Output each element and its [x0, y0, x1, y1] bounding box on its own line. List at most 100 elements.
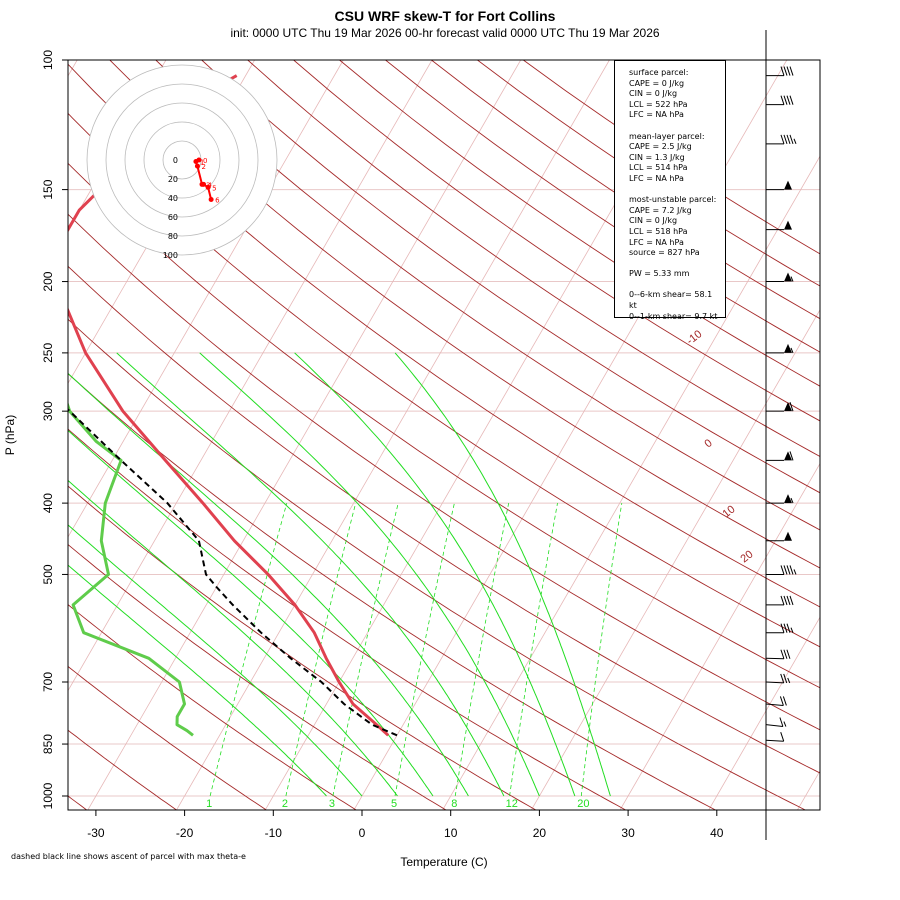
wind-barb-flag — [783, 623, 788, 633]
mixing-ratio-label: 2 — [282, 798, 288, 810]
wind-barb — [766, 134, 797, 145]
x-axis-label: Temperature (C) — [400, 855, 487, 869]
mixing-ratio-label: 1 — [206, 798, 212, 810]
chart-subtitle: init: 0000 UTC Thu 19 Mar 2026 00-hr for… — [230, 26, 659, 40]
dry-adiabat — [68, 265, 820, 774]
mean-layer-cape: CAPE = 2.5 J/kg — [629, 142, 692, 152]
wind-barb-flag — [783, 649, 788, 659]
wind-barb-flag — [786, 595, 791, 606]
y-tick-label: 200 — [41, 271, 55, 291]
plot-frame — [67, 59, 821, 811]
wind-barb — [766, 220, 792, 231]
dry-adiabat — [68, 372, 717, 810]
moist-adiabat — [68, 372, 469, 797]
y-tick-label: 700 — [41, 672, 55, 692]
dry-adiabat — [339, 60, 820, 387]
hodograph-ring-label: 100 — [163, 251, 178, 260]
wind-barb-flag — [789, 595, 794, 606]
wind-barb-flag — [786, 565, 791, 575]
mixing-ratio-line — [332, 503, 399, 797]
wind-barb-flag — [780, 623, 785, 633]
wind-barb-flag — [786, 623, 791, 633]
hodograph-point — [208, 197, 214, 203]
mean-layer-header: mean-layer parcel: — [629, 131, 705, 141]
wind-barb-flag — [786, 134, 791, 145]
y-tick-label: 500 — [41, 564, 55, 584]
wind-barb — [766, 272, 794, 283]
wind-barb-flag — [786, 649, 791, 659]
wind-barb-pennant — [784, 220, 792, 230]
wind-barb-pennant — [784, 531, 792, 541]
wind-barb-shaft — [765, 739, 784, 742]
hodograph-height-label: 6 — [215, 197, 220, 205]
isotherm-line — [442, 155, 820, 810]
isotherm-line — [619, 462, 820, 810]
x-tick-label: 0 — [359, 826, 366, 840]
wind-barb-half-flag — [793, 569, 797, 575]
wind-barb-shaft — [765, 703, 784, 706]
isotherm-label: 40 — [864, 673, 881, 690]
hodograph: 0204060801000123456 — [86, 64, 278, 260]
dry-adiabat — [68, 63, 820, 608]
dry-adiabat — [201, 60, 820, 494]
wind-barb-pennant — [784, 180, 792, 190]
wind-barb — [765, 696, 787, 706]
hodograph-height-label: 2 — [201, 163, 205, 171]
wind-barbs — [765, 30, 797, 840]
surface-parcel-header: surface parcel: — [629, 68, 689, 77]
dry-adiabat — [109, 60, 820, 569]
mixing-ratio-label: 3 — [329, 798, 335, 810]
wind-barb-flag — [789, 95, 794, 105]
surface-cape: CAPE = 0 J/kg — [629, 78, 685, 88]
y-tick-label: 100 — [41, 50, 55, 70]
wind-barb-pennant — [784, 494, 792, 504]
wind-barb-flag — [783, 673, 788, 684]
isotherm-line — [87, 60, 522, 810]
wind-barb-flag — [783, 134, 788, 145]
wind-barb-half-flag — [790, 347, 794, 354]
y-tick-label: 1000 — [41, 782, 55, 809]
moist-adiabat — [68, 479, 398, 797]
mean-layer-lcl: LCL = 514 hPa — [629, 163, 688, 173]
dry-adiabat — [68, 729, 178, 810]
wind-barb — [766, 494, 794, 504]
wind-barb — [766, 95, 794, 106]
most-unstable-source: source = 827 hPa — [629, 248, 700, 258]
mixing-ratio-line — [394, 503, 455, 797]
wind-barb — [766, 595, 794, 606]
hodograph-height-label: 0 — [203, 157, 207, 165]
x-tick-label: 20 — [533, 826, 547, 840]
wind-barb-flag — [780, 95, 785, 105]
wind-barb-flag — [779, 717, 784, 727]
x-tick-label: 10 — [444, 826, 458, 840]
wind-barb-flag — [783, 595, 788, 606]
wind-barb — [766, 180, 792, 191]
wind-barb — [765, 649, 791, 660]
shear-0-1km: 0--1-km shear= 9.7 kt — [629, 311, 718, 321]
mixing-ratio-line — [285, 503, 357, 797]
mixing-ratio-line — [580, 503, 623, 797]
chart-title: CSU WRF skew-T for Fort Collins — [335, 8, 556, 24]
isotherm-label: 30 — [846, 597, 863, 614]
mixing-ratio-label: 20 — [577, 798, 589, 810]
hodograph-ring — [143, 121, 221, 199]
dry-adiabat — [68, 428, 627, 810]
wind-barb — [766, 565, 797, 575]
wind-barb — [765, 732, 785, 742]
hodograph-ring-label: 40 — [168, 194, 178, 203]
isotherm-label: 0 — [702, 437, 714, 450]
hodograph-ring — [124, 102, 240, 218]
wind-barb-flag — [789, 451, 794, 461]
isotherm-label: 10 — [720, 503, 737, 520]
shear-0-6km: 0--6-km shear= 58.1 kt — [629, 290, 713, 311]
dry-adiabat — [68, 162, 820, 689]
hodograph-ring-label: 60 — [168, 213, 178, 222]
x-tick-label: -30 — [87, 826, 105, 840]
wind-barb-flag — [780, 595, 785, 606]
y-tick-label: 300 — [41, 401, 55, 421]
mixing-ratio-label: 5 — [391, 798, 397, 810]
dry-adiabat — [68, 665, 268, 810]
dry-adiabat — [293, 60, 820, 422]
wind-barb-flag — [780, 673, 785, 684]
